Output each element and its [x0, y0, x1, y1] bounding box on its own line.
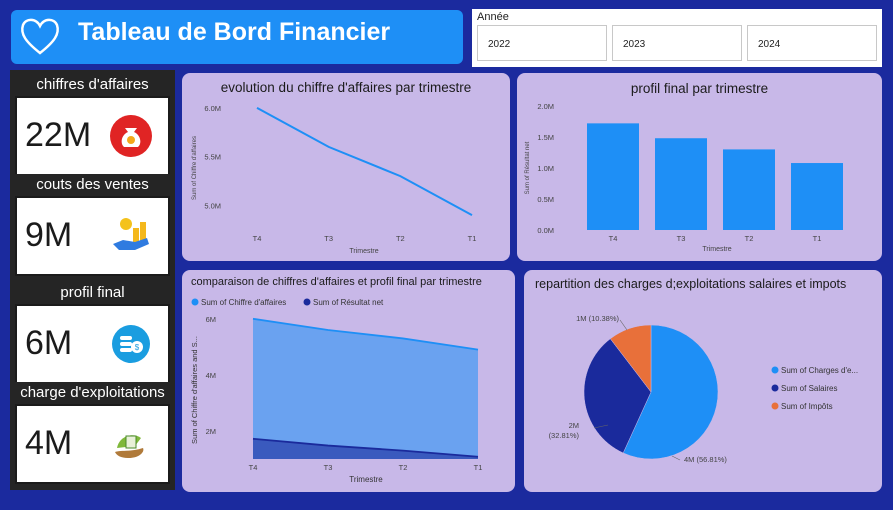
- y-tick-label: 4M: [206, 371, 216, 380]
- x-tick-label: T1: [813, 234, 822, 243]
- y-axis-label: Sum of Résultat net: [525, 141, 531, 194]
- bar: [655, 138, 707, 230]
- x-tick-label: T3: [677, 234, 686, 243]
- year-slicer: Année 2022 2023 2024: [472, 9, 882, 67]
- kpi-card-profit: 6M $: [15, 304, 170, 384]
- y-tick-label: 6M: [206, 315, 216, 324]
- kpi-value-revenue: 22M: [25, 116, 92, 154]
- legend-marker: [191, 298, 199, 306]
- leader-line: [619, 319, 628, 331]
- data-label: 2M: [569, 421, 579, 430]
- line-chart: 6.0M 5.5M 5.0M T4 T3 T2 T1 Trimestre Sum of Chif…: [192, 104, 477, 255]
- legend-label: Sum of Impôts: [781, 402, 833, 411]
- title-banner: [11, 10, 463, 64]
- legend-marker: [771, 402, 779, 410]
- bar-chart-title: profil final par trimestre: [630, 81, 769, 96]
- page-title: Tableau de Bord Financier: [78, 18, 391, 46]
- x-tick-label: T4: [249, 463, 258, 472]
- series-line: [256, 106, 473, 217]
- x-axis-label: Trimestre: [702, 246, 731, 253]
- hand-dollar-icon: [115, 435, 144, 458]
- leader-line: [671, 455, 681, 461]
- x-tick-label: T4: [253, 234, 262, 243]
- pie-slice: [622, 324, 719, 460]
- year-option-2022[interactable]: 2022: [477, 25, 607, 61]
- x-tick-label: T4: [609, 234, 618, 243]
- legend-marker: [771, 366, 779, 374]
- kpi-card-cost: 9M: [15, 196, 170, 276]
- data-label: (32.81%): [549, 431, 580, 440]
- bar: [791, 163, 843, 230]
- pie-chart: 4M (56.81%) 2M(32.81%) 1M (10.38%) Sum of C…: [549, 314, 859, 464]
- kpi-value-cost: 9M: [25, 216, 73, 254]
- bar-chart: 2.0M 1.5M 1.0M 0.5M 0.0M T4 T3 T2 T1 Trimestre Sum…: [525, 102, 843, 253]
- x-tick-label: T2: [399, 463, 408, 472]
- year-option-2023[interactable]: 2023: [612, 25, 742, 61]
- heart-icon: [21, 18, 59, 55]
- legend-label: Sum of Chiffre d'affaires: [201, 298, 286, 307]
- svg-text:$: $: [135, 343, 140, 352]
- x-axis-label: Trimestre: [349, 248, 378, 255]
- kpi-title-revenue: chiffres d'affaires: [15, 74, 170, 96]
- pie-slice: [583, 338, 652, 454]
- y-tick-label: 2M: [206, 427, 216, 436]
- legend-label: Sum of Résultat net: [313, 298, 384, 307]
- x-tick-label: T1: [474, 463, 483, 472]
- y-axis-label: Sum of Chiffre d'affaires: [192, 136, 198, 200]
- x-axis-label: Trimestre: [349, 475, 383, 484]
- x-tick-label: T2: [745, 234, 754, 243]
- series-line: [252, 317, 479, 351]
- kpi-title-opex: charge d'exploitations: [15, 382, 170, 404]
- year-option-2024[interactable]: 2024: [747, 25, 877, 61]
- data-label: 4M (56.81%): [684, 455, 727, 464]
- legend-label: Sum of Charges d'e...: [781, 366, 858, 375]
- kpi-card-opex: 4M: [15, 404, 170, 484]
- slicer-label: Année: [477, 11, 509, 23]
- legend-label: Sum of Salaires: [781, 384, 837, 393]
- bar: [587, 123, 639, 230]
- series-area: [253, 318, 478, 459]
- bar-chart-card: profil final par trimestre 2.0M 1.5M 1.0M 0…: [517, 73, 882, 261]
- y-axis-label: Sum of Chiffre d'affaires and S...: [190, 336, 199, 444]
- area-chart-card: comparaison de chiffres d'affaires et pr…: [182, 270, 515, 492]
- kpi-title-profit: profil final: [15, 282, 170, 304]
- x-tick-label: T3: [324, 234, 333, 243]
- y-tick-label: 1.5M: [537, 133, 554, 142]
- legend-marker: [303, 298, 311, 306]
- y-tick-label: 5.0M: [204, 201, 221, 210]
- x-tick-label: T3: [324, 463, 333, 472]
- data-label: 1M (10.38%): [576, 314, 619, 323]
- money-bag-icon: [110, 115, 152, 157]
- series-line: [252, 437, 479, 458]
- line-chart-card: evolution du chiffre d'affaires par trim…: [182, 73, 510, 261]
- area-chart-title: comparaison de chiffres d'affaires et pr…: [191, 276, 482, 288]
- kpi-title-cost: couts des ventes: [15, 174, 170, 196]
- y-tick-label: 0.5M: [537, 195, 554, 204]
- pie-chart-card: repartition des charges d;exploitations …: [524, 270, 882, 492]
- hand-coins-icon: [113, 218, 149, 250]
- line-chart-title: evolution du chiffre d'affaires par trim…: [220, 80, 472, 95]
- y-tick-label: 1.0M: [537, 164, 554, 173]
- leader-line: [593, 424, 609, 429]
- y-tick-label: 0.0M: [537, 226, 554, 235]
- x-tick-label: T2: [396, 234, 405, 243]
- coin-stack-icon: $: [112, 325, 150, 363]
- y-tick-label: 5.5M: [204, 153, 221, 162]
- area-chart: Sum of Chiffre d'affaires Sum of Résultat…: [190, 298, 483, 484]
- legend-marker: [771, 384, 779, 392]
- bar: [723, 149, 775, 230]
- pie-chart-title: repartition des charges d;exploitations …: [535, 277, 847, 291]
- x-tick-label: T1: [468, 234, 477, 243]
- pie-slice: [609, 324, 652, 393]
- kpi-value-profit: 6M: [25, 324, 73, 362]
- y-tick-label: 2.0M: [537, 102, 554, 111]
- kpi-card-revenue: 22M: [15, 96, 170, 176]
- kpi-value-opex: 4M: [25, 424, 73, 462]
- y-tick-label: 6.0M: [204, 104, 221, 113]
